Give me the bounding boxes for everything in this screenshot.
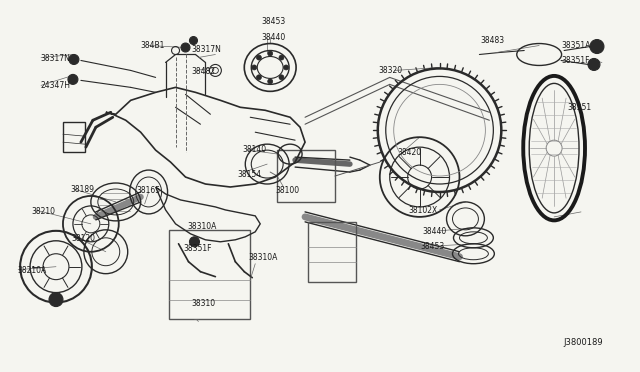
Text: 384B1: 384B1 [140, 41, 164, 50]
Text: 38351F: 38351F [561, 56, 589, 65]
Circle shape [257, 55, 261, 60]
Circle shape [69, 54, 79, 64]
Text: 38102X: 38102X [408, 206, 437, 215]
Text: 38310A: 38310A [248, 253, 278, 262]
Text: 38351A: 38351A [561, 41, 590, 51]
Text: 38317N: 38317N [41, 54, 70, 62]
Text: 38453: 38453 [261, 17, 285, 26]
Circle shape [268, 79, 273, 84]
Text: 38210: 38210 [32, 207, 56, 216]
Circle shape [284, 65, 289, 70]
Bar [277, 150, 335, 202]
Text: 24347H: 24347H [41, 81, 71, 90]
Text: 38351: 38351 [568, 103, 591, 112]
Text: 38165: 38165 [136, 186, 161, 195]
Circle shape [588, 58, 600, 70]
Circle shape [590, 39, 604, 54]
Circle shape [181, 43, 190, 52]
Circle shape [189, 237, 200, 247]
Text: 38440: 38440 [422, 227, 446, 236]
Text: 38482: 38482 [191, 67, 215, 76]
Circle shape [268, 51, 273, 56]
Text: 38483: 38483 [481, 36, 505, 45]
Text: 38453: 38453 [420, 241, 445, 250]
Text: 38351F: 38351F [183, 244, 211, 253]
Circle shape [257, 75, 261, 80]
Circle shape [189, 36, 198, 45]
Circle shape [68, 74, 78, 84]
Text: 38120: 38120 [71, 234, 95, 243]
Text: 38320: 38320 [379, 66, 403, 75]
Bar [63, 122, 85, 152]
Text: 38210A: 38210A [17, 266, 46, 275]
Text: 38310: 38310 [191, 299, 215, 308]
Circle shape [279, 75, 284, 80]
Text: 38420: 38420 [398, 148, 422, 157]
Bar [168, 230, 250, 320]
Circle shape [49, 293, 63, 307]
Text: 38317N: 38317N [191, 45, 221, 54]
Text: 38140: 38140 [242, 145, 266, 154]
Circle shape [252, 65, 257, 70]
Text: 38154: 38154 [237, 170, 261, 179]
Text: 38310A: 38310A [188, 221, 217, 231]
Bar [308, 222, 356, 282]
Circle shape [279, 55, 284, 60]
Text: J3800189: J3800189 [564, 338, 603, 347]
Text: 38440: 38440 [261, 33, 285, 42]
Text: 38189: 38189 [70, 185, 94, 194]
Text: 38100: 38100 [275, 186, 300, 195]
